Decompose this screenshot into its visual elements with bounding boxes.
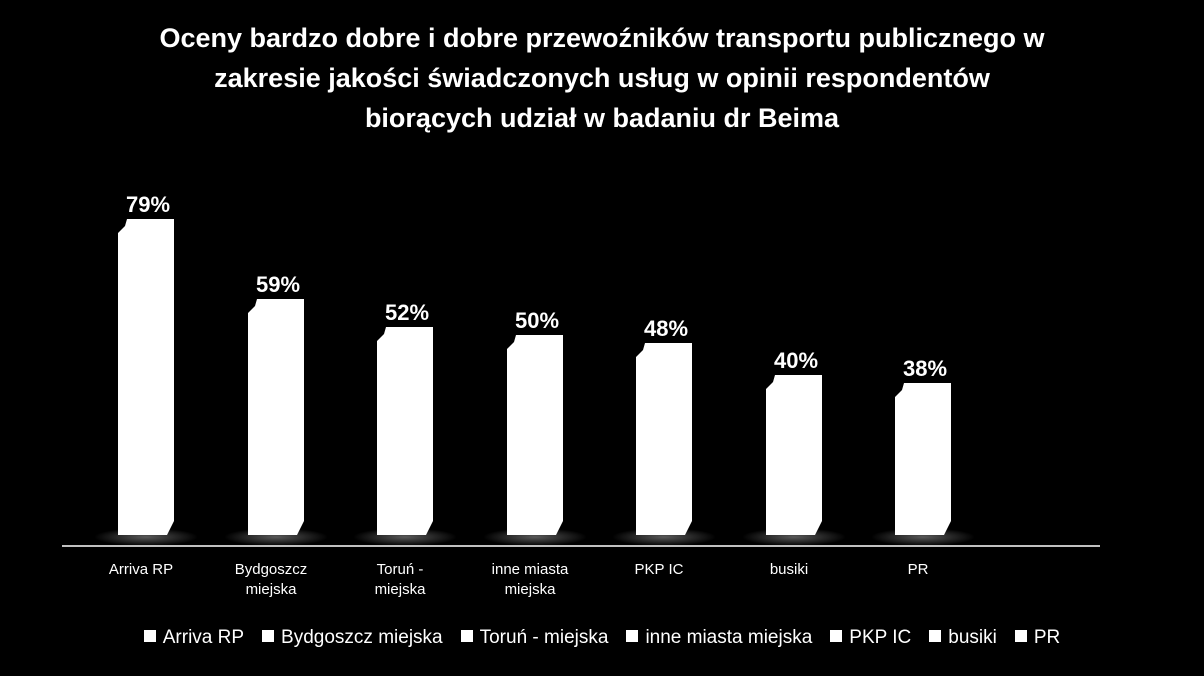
bar bbox=[377, 327, 433, 535]
chart-title-line: zakresie jakości świadczonych usług w op… bbox=[214, 63, 990, 93]
category-label: PR bbox=[863, 560, 973, 580]
legend-label: Arriva RP bbox=[162, 627, 245, 648]
category-label-line: PKP IC bbox=[634, 561, 684, 578]
legend-swatch bbox=[460, 630, 473, 642]
legend-swatch bbox=[1014, 630, 1027, 642]
bar bbox=[766, 375, 822, 535]
bar bbox=[507, 335, 563, 535]
legend-item: Bydgoszcz miejska bbox=[262, 627, 443, 649]
legend-swatch bbox=[262, 630, 275, 642]
category-label-line: miejska bbox=[504, 581, 556, 598]
category-label-line: miejska bbox=[374, 581, 426, 598]
legend-label: PR bbox=[1033, 627, 1061, 648]
category-label: PKP IC bbox=[604, 560, 714, 580]
legend-swatch bbox=[143, 630, 156, 642]
data-label: 59% bbox=[256, 272, 300, 297]
category-label-line: Bydgoszcz bbox=[234, 561, 308, 578]
category-label-line: miejska bbox=[245, 581, 297, 598]
legend-item: Toruń - miejska bbox=[460, 627, 609, 649]
data-label: 52% bbox=[385, 300, 429, 325]
chart-title-line: biorących udział w badaniu dr Beima bbox=[364, 103, 840, 133]
category-label-line: Arriva RP bbox=[108, 561, 174, 578]
category-label-line: inne miasta bbox=[491, 561, 569, 578]
legend-swatch bbox=[830, 630, 843, 642]
legend-item: inne miasta miejska bbox=[626, 627, 812, 649]
legend-swatch bbox=[929, 630, 942, 642]
data-label: 40% bbox=[774, 348, 818, 373]
bar bbox=[636, 343, 692, 535]
category-label-line: busiki bbox=[769, 561, 809, 578]
data-label: 48% bbox=[644, 316, 688, 341]
category-label: Arriva RP bbox=[86, 560, 196, 580]
legend-swatch bbox=[626, 630, 639, 642]
legend-label: Bydgoszcz miejska bbox=[281, 627, 443, 648]
category-label: inne miasta miejska bbox=[475, 560, 585, 600]
bar bbox=[118, 219, 174, 535]
chart-title: Oceny bardzo dobre i dobre przewoźników … bbox=[90, 18, 1114, 138]
category-label-line: PR bbox=[907, 561, 929, 578]
legend-label: Toruń - miejska bbox=[479, 627, 609, 648]
legend-label: busiki bbox=[948, 627, 997, 648]
legend-item: PKP IC bbox=[830, 627, 911, 649]
category-label: Toruń - miejska bbox=[345, 560, 455, 600]
chart-title-line: Oceny bardzo dobre i dobre przewoźników … bbox=[159, 23, 1045, 53]
data-label: 79% bbox=[126, 192, 170, 217]
bar bbox=[895, 383, 951, 535]
legend: Arriva RP Bydgoszcz miejska Toruń - miejsk… bbox=[0, 627, 1204, 649]
category-label: Bydgoszcz miejska bbox=[216, 560, 326, 600]
legend-item: PR bbox=[1014, 627, 1061, 649]
category-label-line: Toruń - bbox=[376, 561, 424, 578]
legend-item: busiki bbox=[929, 627, 997, 649]
bar bbox=[248, 299, 304, 535]
data-label: 38% bbox=[903, 356, 947, 381]
legend-label: PKP IC bbox=[849, 627, 912, 648]
category-label: busiki bbox=[734, 560, 844, 580]
legend-item: Arriva RP bbox=[143, 627, 245, 649]
legend-label: inne miasta miejska bbox=[645, 627, 813, 648]
data-label: 50% bbox=[515, 308, 559, 333]
